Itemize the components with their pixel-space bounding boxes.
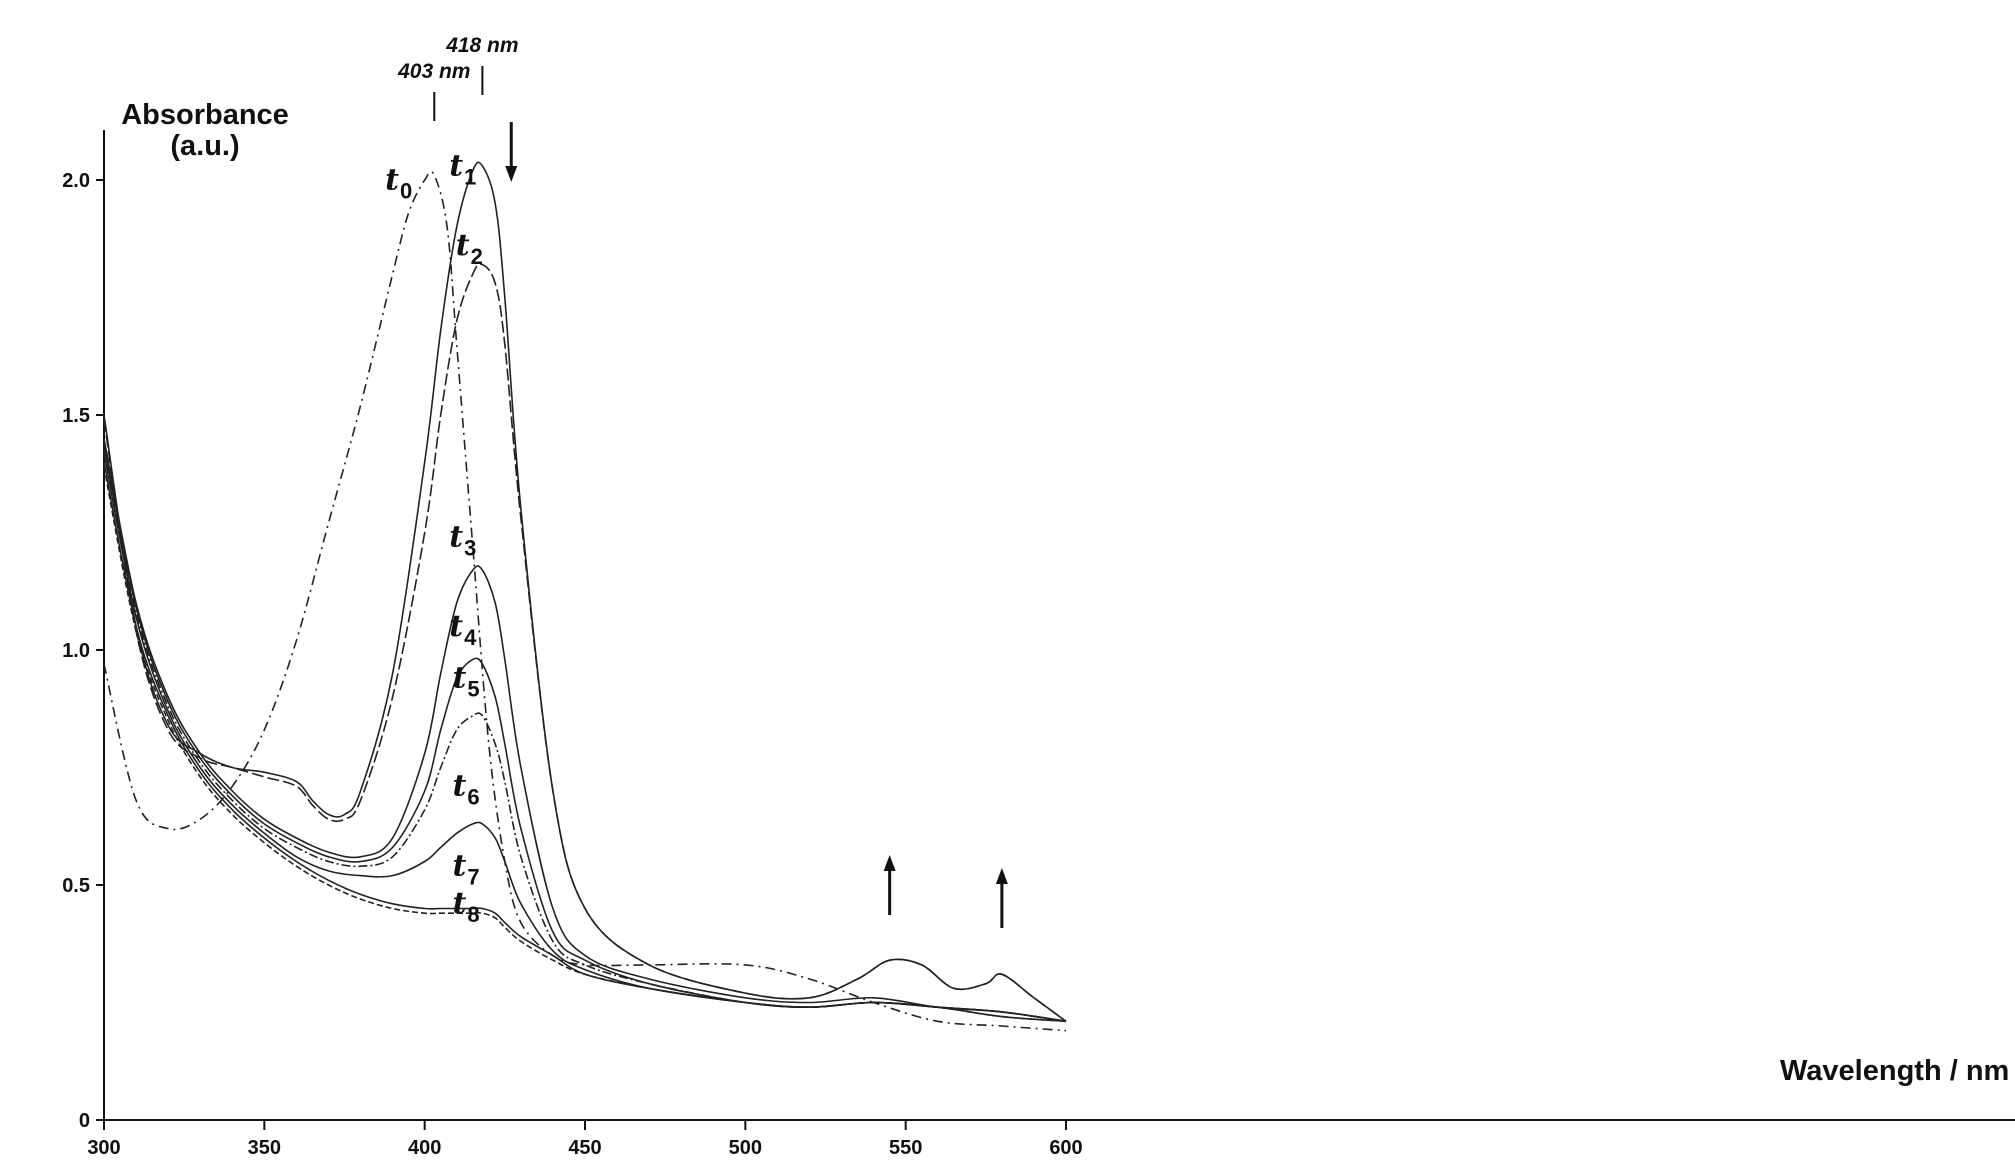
- x-tick-label-300: 300: [87, 1137, 120, 1159]
- series-label-t3: t: [449, 520, 463, 555]
- series-label-t0: t: [385, 162, 399, 197]
- series-line-t8: [103, 466, 1067, 1023]
- series-label-sub-t6: 6: [467, 785, 479, 810]
- series-line-t0: [103, 170, 1067, 1032]
- axes: [103, 130, 2015, 1121]
- x-tick-label-350: 350: [248, 1137, 281, 1159]
- peak-label-418: 418 nm: [445, 34, 518, 57]
- series-line-t1: [103, 161, 1067, 1022]
- arrow-down-head-427: [505, 166, 518, 182]
- series-label-sub-t0: 0: [400, 178, 412, 203]
- peak-label-403: 403 nm: [397, 60, 470, 83]
- series-labels: t 0t 1t 2t 3t 4t 5t 6t 7t 8: [385, 148, 483, 927]
- series-label-sub-t5: 5: [467, 677, 479, 702]
- y-tick-label-0: 0: [79, 1110, 90, 1132]
- x-axis-label: Wavelength / nm: [1780, 1055, 2009, 1087]
- x-tick-label-500: 500: [729, 1137, 762, 1159]
- series-line-t5: [103, 447, 1067, 1023]
- series-label-t4: t: [449, 609, 463, 644]
- y-tick-label-1.0: 1.0: [62, 640, 90, 662]
- series-label-t5: t: [452, 661, 466, 696]
- y-axis-label-line2: (a.u.): [170, 130, 239, 162]
- series-line-t6: [103, 452, 1067, 1023]
- series-label-sub-t7: 7: [467, 865, 479, 890]
- y-ticks: 0 0.5 1.0 1.5 2.0: [62, 170, 104, 1132]
- series-label-sub-t1: 1: [464, 164, 476, 189]
- series-label-t1: t: [449, 148, 463, 183]
- arrow-up-head-545: [883, 855, 896, 871]
- series-label-t2: t: [456, 228, 470, 263]
- x-tick-label-400: 400: [408, 1137, 441, 1159]
- y-tick-label-2.0: 2.0: [62, 170, 90, 192]
- y-axis-label-line1: Absorbance: [121, 99, 289, 131]
- x-tick-label-550: 550: [889, 1137, 922, 1159]
- series-label-sub-t2: 2: [471, 244, 483, 269]
- series-label-t6: t: [452, 769, 466, 804]
- series-line-t2: [103, 263, 1067, 1022]
- series-label-sub-t3: 3: [464, 536, 476, 561]
- series-line-t4: [103, 443, 1067, 1023]
- series-line-t3: [103, 438, 1067, 1023]
- series-label-sub-t4: 4: [464, 625, 477, 650]
- x-tick-label-600: 600: [1049, 1137, 1082, 1159]
- annotations: 403 nm 418 nm: [397, 34, 1008, 928]
- arrow-up-head-580: [995, 868, 1008, 884]
- series-group: [103, 161, 1067, 1032]
- series-label-t8: t: [452, 886, 466, 921]
- series-label-t7: t: [452, 849, 466, 884]
- series-line-t7: [103, 461, 1067, 1023]
- y-tick-label-1.5: 1.5: [62, 405, 90, 427]
- x-ticks: 300 350 400 450 500 550 600: [87, 1120, 1083, 1159]
- y-tick-label-0.5: 0.5: [62, 875, 90, 897]
- series-label-sub-t8: 8: [467, 902, 479, 927]
- x-tick-label-450: 450: [568, 1137, 601, 1159]
